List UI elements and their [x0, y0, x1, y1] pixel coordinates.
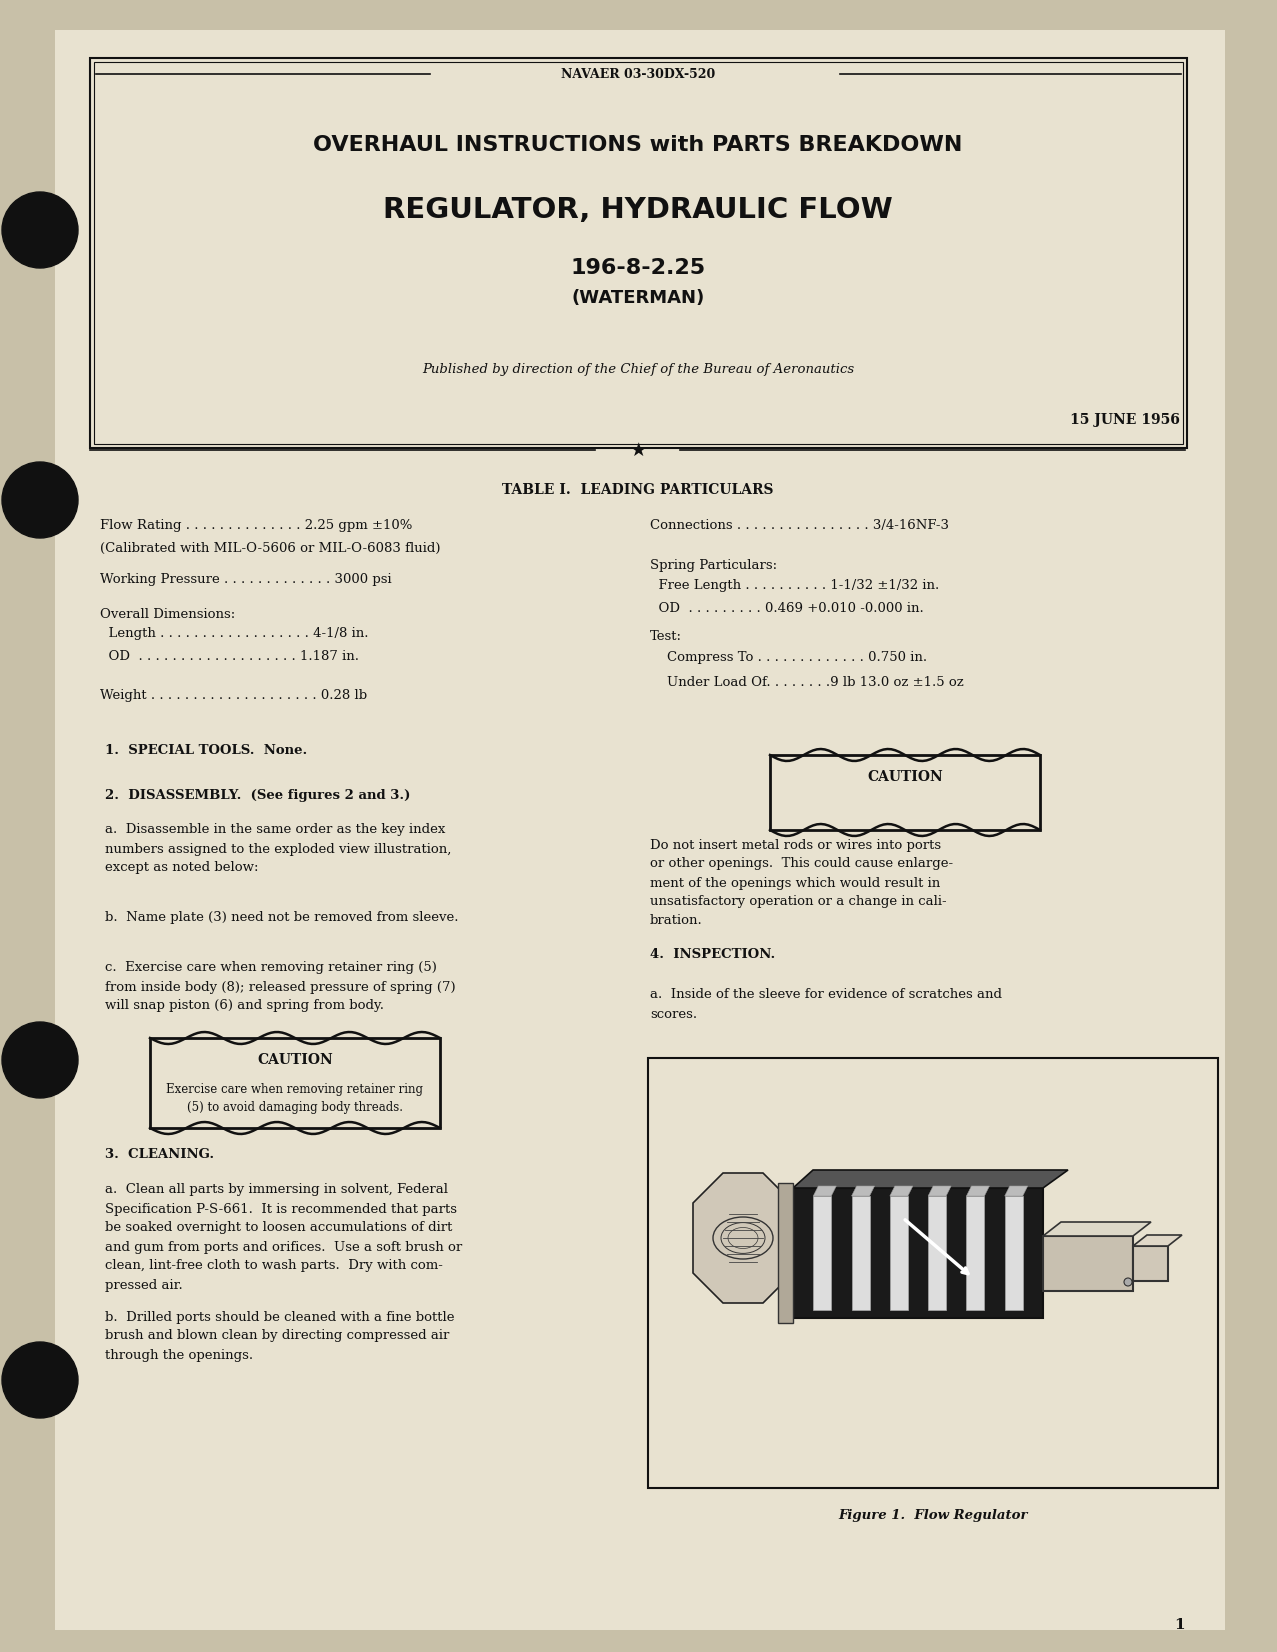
Polygon shape — [890, 1186, 913, 1196]
Polygon shape — [1005, 1186, 1028, 1196]
Text: bration.: bration. — [650, 915, 702, 927]
Text: REGULATOR, HYDRAULIC FLOW: REGULATOR, HYDRAULIC FLOW — [383, 197, 893, 225]
Text: 4.  INSPECTION.: 4. INSPECTION. — [650, 948, 775, 961]
Text: 1.  SPECIAL TOOLS.  None.: 1. SPECIAL TOOLS. None. — [105, 743, 308, 757]
Text: c.  Exercise care when removing retainer ring (5): c. Exercise care when removing retainer … — [105, 961, 437, 975]
Polygon shape — [1133, 1236, 1183, 1246]
Text: NAVAER 03-30DX-520: NAVAER 03-30DX-520 — [561, 68, 715, 81]
Bar — [1043, 1236, 1133, 1290]
Polygon shape — [813, 1186, 836, 1196]
Polygon shape — [1043, 1222, 1151, 1236]
Text: 15 JUNE 1956: 15 JUNE 1956 — [1070, 413, 1180, 426]
Polygon shape — [693, 1173, 793, 1303]
Text: scores.: scores. — [650, 1008, 697, 1021]
Text: a.  Disassemble in the same order as the key index: a. Disassemble in the same order as the … — [105, 823, 446, 836]
Text: from inside body (8); released pressure of spring (7): from inside body (8); released pressure … — [105, 981, 456, 993]
Text: CAUTION: CAUTION — [257, 1052, 333, 1067]
Text: be soaked overnight to loosen accumulations of dirt: be soaked overnight to loosen accumulati… — [105, 1221, 452, 1234]
Text: Free Length . . . . . . . . . . 1-1/32 ±1/32 in.: Free Length . . . . . . . . . . 1-1/32 ±… — [650, 578, 940, 591]
Text: ment of the openings which would result in: ment of the openings which would result … — [650, 877, 940, 889]
Bar — [928, 1196, 946, 1310]
Text: will snap piston (6) and spring from body.: will snap piston (6) and spring from bod… — [105, 999, 384, 1013]
Text: clean, lint-free cloth to wash parts.  Dry with com-: clean, lint-free cloth to wash parts. Dr… — [105, 1259, 443, 1272]
Text: unsatisfactory operation or a change in cali-: unsatisfactory operation or a change in … — [650, 895, 946, 909]
Text: (WATERMAN): (WATERMAN) — [571, 289, 705, 307]
Circle shape — [1124, 1279, 1131, 1285]
Text: ★: ★ — [630, 441, 646, 459]
Text: and gum from ports and orifices.  Use a soft brush or: and gum from ports and orifices. Use a s… — [105, 1241, 462, 1254]
Text: 2.  DISASSEMBLY.  (See figures 2 and 3.): 2. DISASSEMBLY. (See figures 2 and 3.) — [105, 788, 410, 801]
Bar — [647, 1057, 1218, 1488]
Text: (Calibrated with MIL-O-5606 or MIL-O-6083 fluid): (Calibrated with MIL-O-5606 or MIL-O-608… — [100, 542, 441, 555]
Text: 196-8-2.25: 196-8-2.25 — [571, 258, 706, 278]
Text: Connections . . . . . . . . . . . . . . . . 3/4-16NF-3: Connections . . . . . . . . . . . . . . … — [650, 519, 949, 532]
Bar — [770, 755, 1039, 829]
Text: Compress To . . . . . . . . . . . . . 0.750 in.: Compress To . . . . . . . . . . . . . 0.… — [650, 651, 927, 664]
Polygon shape — [967, 1186, 990, 1196]
Text: Working Pressure . . . . . . . . . . . . . 3000 psi: Working Pressure . . . . . . . . . . . .… — [100, 573, 392, 586]
Text: OD  . . . . . . . . . . . . . . . . . . . 1.187 in.: OD . . . . . . . . . . . . . . . . . . .… — [100, 651, 359, 664]
Text: Test:: Test: — [650, 629, 682, 643]
Text: Weight . . . . . . . . . . . . . . . . . . . . 0.28 lb: Weight . . . . . . . . . . . . . . . . .… — [100, 689, 366, 702]
Circle shape — [3, 1023, 78, 1099]
Text: Length . . . . . . . . . . . . . . . . . . 4-1/8 in.: Length . . . . . . . . . . . . . . . . .… — [100, 628, 369, 641]
Bar — [94, 63, 1183, 444]
Text: Published by direction of the Chief of the Bureau of Aeronautics: Published by direction of the Chief of t… — [421, 363, 854, 377]
Text: brush and blown clean by directing compressed air: brush and blown clean by directing compr… — [105, 1330, 450, 1343]
Polygon shape — [793, 1170, 1068, 1188]
Bar — [793, 1188, 1043, 1318]
Bar — [1005, 1196, 1023, 1310]
Text: Figure 1.  Flow Regulator: Figure 1. Flow Regulator — [838, 1510, 1028, 1523]
Text: Spring Particulars:: Spring Particulars: — [650, 558, 778, 572]
Bar — [852, 1196, 870, 1310]
Text: OVERHAUL INSTRUCTIONS with PARTS BREAKDOWN: OVERHAUL INSTRUCTIONS with PARTS BREAKDO… — [313, 135, 963, 155]
Text: Under Load Of. . . . . . . .9 lb 13.0 oz ±1.5 oz: Under Load Of. . . . . . . .9 lb 13.0 oz… — [650, 676, 964, 689]
Text: Overall Dimensions:: Overall Dimensions: — [100, 608, 235, 621]
Text: Flow Rating . . . . . . . . . . . . . . 2.25 gpm ±10%: Flow Rating . . . . . . . . . . . . . . … — [100, 519, 412, 532]
Polygon shape — [852, 1186, 875, 1196]
Bar — [778, 1183, 793, 1323]
Text: (5) to avoid damaging body threads.: (5) to avoid damaging body threads. — [186, 1100, 404, 1113]
Text: except as noted below:: except as noted below: — [105, 861, 258, 874]
Text: a.  Clean all parts by immersing in solvent, Federal: a. Clean all parts by immersing in solve… — [105, 1183, 448, 1196]
Text: 1: 1 — [1175, 1617, 1185, 1632]
Bar — [149, 1037, 441, 1128]
Text: through the openings.: through the openings. — [105, 1348, 253, 1361]
Text: Exercise care when removing retainer ring: Exercise care when removing retainer rin… — [166, 1084, 424, 1097]
Text: CAUTION: CAUTION — [867, 770, 942, 785]
Text: TABLE I.  LEADING PARTICULARS: TABLE I. LEADING PARTICULARS — [502, 482, 774, 497]
Bar — [1133, 1246, 1168, 1280]
Bar — [967, 1196, 985, 1310]
Text: Do not insert metal rods or wires into ports: Do not insert metal rods or wires into p… — [650, 839, 941, 851]
Circle shape — [3, 1341, 78, 1417]
Bar — [890, 1196, 908, 1310]
Text: b.  Drilled ports should be cleaned with a fine bottle: b. Drilled ports should be cleaned with … — [105, 1310, 455, 1323]
Text: numbers assigned to the exploded view illustration,: numbers assigned to the exploded view il… — [105, 843, 451, 856]
Text: pressed air.: pressed air. — [105, 1279, 183, 1292]
Text: OD  . . . . . . . . . 0.469 +0.010 -0.000 in.: OD . . . . . . . . . 0.469 +0.010 -0.000… — [650, 601, 923, 615]
Text: 3.  CLEANING.: 3. CLEANING. — [105, 1148, 215, 1161]
FancyBboxPatch shape — [55, 30, 1225, 1631]
Polygon shape — [928, 1186, 951, 1196]
Text: b.  Name plate (3) need not be removed from sleeve.: b. Name plate (3) need not be removed fr… — [105, 912, 458, 925]
Circle shape — [3, 463, 78, 539]
Text: a.  Inside of the sleeve for evidence of scratches and: a. Inside of the sleeve for evidence of … — [650, 988, 1002, 1001]
Bar — [89, 58, 1188, 448]
Circle shape — [3, 192, 78, 268]
Text: or other openings.  This could cause enlarge-: or other openings. This could cause enla… — [650, 857, 953, 871]
Bar — [813, 1196, 831, 1310]
Text: Specification P-S-661.  It is recommended that parts: Specification P-S-661. It is recommended… — [105, 1203, 457, 1216]
